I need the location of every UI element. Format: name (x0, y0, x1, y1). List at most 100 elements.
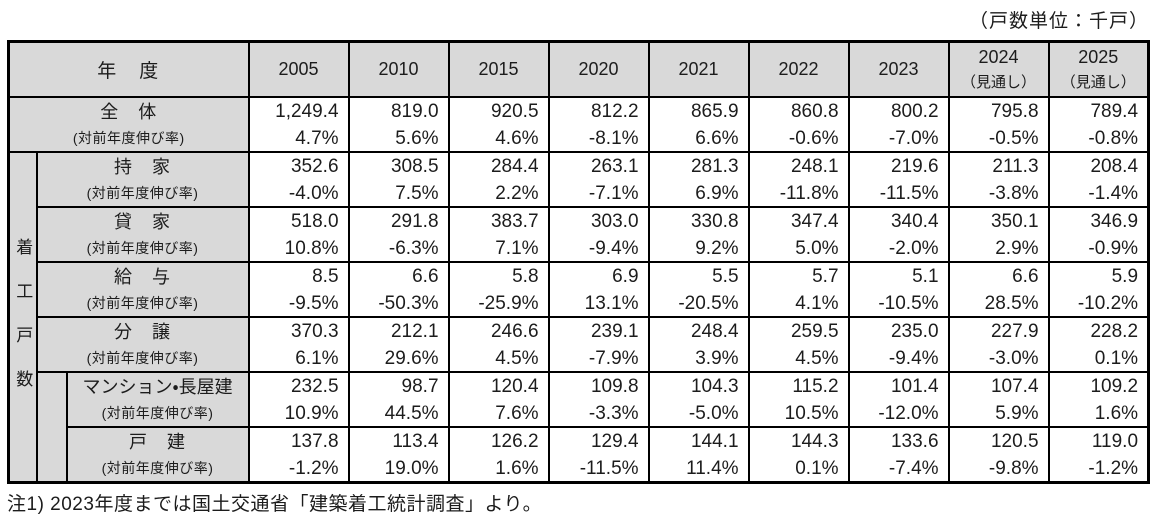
data-cell: 330.8 9.2% (647, 205, 750, 263)
data-cell: 920.5 4.6% (447, 95, 550, 153)
data-cell: 5.9 -10.2% (1047, 260, 1150, 318)
data-cell: 109.2 1.6% (1047, 370, 1150, 428)
data-cell: 120.4 7.6% (447, 370, 550, 428)
table-row-total: 全 体 (対前年度伸び率) 1,249.4 4.7% 819.0 5.6% 920.… (7, 95, 1150, 153)
year-column-header: 2005 (247, 40, 350, 98)
data-cell: 860.8 -0.6% (747, 95, 850, 153)
data-cell: 109.8 -3.3% (547, 370, 650, 428)
table-row-issued: 給 与 (対前年度伸び率) 8.5 -9.5% 6.6 -50.3% 5.8 -25.… (9, 260, 1150, 318)
data-cell: 119.0 -1.2% (1047, 425, 1150, 483)
data-cell: 812.2 -8.1% (547, 95, 650, 153)
year-column-header: 2015 (447, 40, 550, 98)
data-cell: 291.8 -6.3% (347, 205, 450, 263)
data-cell: 5.5 -20.5% (647, 260, 750, 318)
data-cell: 5.7 4.1% (747, 260, 850, 318)
header-row: 年 度 2005 2010 2015 2020 2021 2022 2023 2… (7, 40, 1150, 98)
data-cell: 518.0 10.8% (247, 205, 350, 263)
data-cell: 303.0 -9.4% (547, 205, 650, 263)
row-label-cell: 給 与 (対前年度伸び率) (35, 260, 250, 318)
data-cell: 1,249.4 4.7% (247, 95, 350, 153)
growth-rate-label: (対前年度伸び率) (101, 460, 214, 476)
data-cell: 281.3 6.9% (647, 150, 750, 208)
year-label: 2025 (1078, 46, 1119, 67)
growth-rate-label: (対前年度伸び率) (86, 295, 199, 311)
data-cell: 137.8 -1.2% (247, 425, 350, 483)
forecast-note: （見通し） (961, 73, 1037, 91)
data-cell: 104.3 -5.0% (647, 370, 750, 428)
data-cell: 5.8 -25.9% (447, 260, 550, 318)
data-cell: 246.6 4.5% (447, 315, 550, 373)
row-label-cell: 持 家 (対前年度伸び率) (35, 150, 250, 208)
growth-rate-label: (対前年度伸び率) (86, 240, 199, 256)
data-cell: 383.7 7.1% (447, 205, 550, 263)
data-cell: 259.5 4.5% (747, 315, 850, 373)
table-row-condo: マンション・長屋建 (対前年度伸び率) 232.5 10.9% 98.7 44.5%… (9, 370, 1150, 483)
row-label: 持 家 (114, 157, 172, 177)
data-cell: 263.1 -7.1% (547, 150, 650, 208)
row-label: 戸 建 (129, 432, 187, 452)
growth-rate-label: (対前年度伸び率) (72, 130, 185, 146)
data-cell: 248.4 3.9% (647, 315, 750, 373)
side-label-cell: 着工戸数 (7, 150, 38, 483)
data-cell: 5.1 -10.5% (847, 260, 950, 318)
indent-spacer-cell (35, 370, 68, 483)
data-cell: 795.8 -0.5% (947, 95, 1050, 153)
data-cell: 789.4 -0.8% (1047, 95, 1150, 153)
data-cell: 340.4 -2.0% (847, 205, 950, 263)
data-cell: 346.9 -0.9% (1047, 205, 1150, 263)
side-label-vertical: 着工戸数 (13, 238, 33, 414)
data-cell: 232.5 10.9% (247, 370, 350, 428)
year-column-header: 2023 (847, 40, 950, 98)
data-cell: 800.2 -7.0% (847, 95, 950, 153)
row-label: 分 譲 (114, 322, 172, 342)
data-cell: 115.2 10.5% (747, 370, 850, 428)
year-header-cell: 年 度 (7, 40, 250, 98)
housing-starts-table: 年 度 2005 2010 2015 2020 2021 2022 2023 2… (7, 40, 1151, 484)
data-cell: 228.2 0.1% (1047, 315, 1150, 373)
data-cell: 239.1 -7.9% (547, 315, 650, 373)
unit-note: （戸数単位：千戸） (968, 11, 1149, 32)
year-column-header: 2021 (647, 40, 750, 98)
table-row-detached: 戸 建 (対前年度伸び率) 137.8 -1.2% 113.4 19.0% 126.… (9, 425, 1150, 483)
year-column-header-forecast: 2025 （見通し） (1047, 40, 1150, 98)
data-cell: 120.5 -9.8% (947, 425, 1050, 483)
year-column-header: 2020 (547, 40, 650, 98)
data-cell: 208.4 -1.4% (1047, 150, 1150, 208)
data-cell: 144.1 11.4% (647, 425, 750, 483)
data-cell: 6.6 28.5% (947, 260, 1050, 318)
row-label-cell: 分 譲 (対前年度伸び率) (35, 315, 250, 373)
data-cell: 819.0 5.6% (347, 95, 450, 153)
data-cell: 248.1 -11.8% (747, 150, 850, 208)
row-label: 給 与 (114, 267, 172, 287)
year-column-header: 2010 (347, 40, 450, 98)
data-cell: 370.3 6.1% (247, 315, 350, 373)
growth-rate-label: (対前年度伸び率) (86, 350, 199, 366)
forecast-note: （見通し） (1060, 73, 1136, 91)
data-cell: 211.3 -3.8% (947, 150, 1050, 208)
data-cell: 101.4 -12.0% (847, 370, 950, 428)
data-cell: 144.3 0.1% (747, 425, 850, 483)
data-cell: 133.6 -7.4% (847, 425, 950, 483)
growth-rate-label: (対前年度伸び率) (86, 185, 199, 201)
data-cell: 347.4 5.0% (747, 205, 850, 263)
data-cell: 308.5 7.5% (347, 150, 450, 208)
footnote: 注1) 2023年度までは国土交通省「建築着工統計調査」より。 (7, 494, 543, 515)
data-cell: 212.1 29.6% (347, 315, 450, 373)
row-label: 貸 家 (114, 212, 172, 232)
table-row-owned: 着工戸数 持 家 (対前年度伸び率) 352.6 -4.0% 308.5 7.5% … (7, 150, 1150, 483)
table-row-built-for-sale: 分 譲 (対前年度伸び率) 370.3 6.1% 212.1 29.6% 246.6… (9, 315, 1150, 373)
data-cell: 126.2 1.6% (447, 425, 550, 483)
data-cell: 129.4 -11.5% (547, 425, 650, 483)
data-cell: 113.4 19.0% (347, 425, 450, 483)
year-column-header-forecast: 2024 （見通し） (947, 40, 1050, 98)
data-cell: 350.1 2.9% (947, 205, 1050, 263)
year-label: 2024 (978, 46, 1019, 67)
data-cell: 107.4 5.9% (947, 370, 1050, 428)
data-cell: 8.5 -9.5% (247, 260, 350, 318)
data-cell: 219.6 -11.5% (847, 150, 950, 208)
year-column-header: 2022 (747, 40, 850, 98)
growth-rate-label: (対前年度伸び率) (101, 405, 214, 421)
data-cell: 865.9 6.6% (647, 95, 750, 153)
row-label: マンション・長屋建 (82, 377, 233, 397)
row-label: 全 体 (100, 102, 158, 122)
